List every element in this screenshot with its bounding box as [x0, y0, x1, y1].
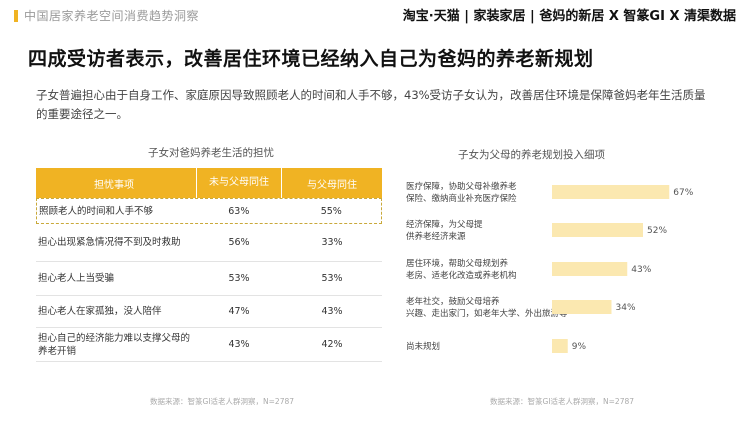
- table-row: 担心出现紧急情况得不到及时救助 56% 33%: [36, 224, 382, 262]
- row-not-living: 43%: [228, 339, 250, 350]
- table-row: 担心老人在家孤独，没人陪伴 47% 43%: [36, 296, 382, 328]
- category-label: 居住环境，帮助父母规划养: [406, 258, 509, 269]
- row-item: 担心自己的经济能力难以支撑父母的养老开销: [38, 332, 191, 357]
- row-item: 担心出现紧急情况得不到及时救助: [38, 237, 181, 248]
- report-title: 中国居家养老空间消费趋势洞察: [24, 9, 200, 23]
- value-label: 67%: [673, 188, 693, 198]
- row-not-living: 47%: [228, 306, 250, 317]
- row-living: 55%: [320, 205, 342, 217]
- table-row: 照顾老人的时间和人手不够 63% 55%: [36, 198, 382, 224]
- category-label: 保险、缴纳商业补充医疗保险: [406, 193, 517, 204]
- row-living: 43%: [321, 306, 343, 317]
- row-not-living: 63%: [228, 205, 250, 217]
- table-header: 担忧事项 未与父母同住 与父母同住: [36, 168, 382, 198]
- page-description: 子女普遍担心由于自身工作、家庭原因导致照顾老人的时间和人手不够，43%受访子女认…: [36, 88, 706, 121]
- row-not-living: 56%: [228, 237, 250, 248]
- row-not-living: 53%: [228, 273, 250, 284]
- left-source-note: 数据来源：智篆GI适老人群洞察，N=2787: [150, 397, 295, 406]
- right-panel-title: 子女为父母的养老规划投入细项: [458, 149, 605, 161]
- bar: [552, 339, 568, 353]
- category-label: 尚未规划: [406, 341, 440, 352]
- accent-bar: [14, 10, 18, 22]
- header-not-living: 未与父母同住: [196, 168, 282, 198]
- bar: [552, 185, 670, 199]
- page-headline: 四成受访者表示，改善居住环境已经纳入自己为爸妈的养老新规划: [28, 48, 594, 70]
- brand-logos: 淘宝·天猫 | 家装家居 | 爸妈的新居 X 智篆GI X 清渠数据: [402, 9, 736, 24]
- bar: [552, 300, 612, 314]
- row-item: 担心老人上当受骗: [38, 273, 115, 284]
- table-row: 担心自己的经济能力难以支撑父母的养老开销 43% 42%: [36, 328, 382, 362]
- value-label: 52%: [647, 226, 667, 236]
- category-label: 老年社交，鼓励父母培养: [406, 296, 500, 307]
- row-living: 42%: [321, 339, 343, 350]
- bar: [552, 223, 643, 237]
- header-living: 与父母同住: [307, 179, 357, 191]
- row-item: 担心老人在家孤独，没人陪伴: [38, 306, 162, 317]
- category-label: 老房、适老化改造或养老机构: [406, 270, 517, 281]
- category-label: 供养老经济来源: [406, 231, 466, 242]
- category-label: 医疗保障，协助父母补缴养老: [406, 181, 517, 192]
- row-living: 33%: [321, 237, 343, 248]
- row-living: 53%: [321, 273, 343, 284]
- header-worry-item: 担忧事项: [94, 179, 134, 191]
- value-label: 9%: [572, 342, 587, 352]
- value-label: 43%: [631, 265, 651, 275]
- left-panel-title: 子女对爸妈养老生活的担忧: [148, 147, 274, 159]
- category-label: 兴趣、走出家门，如老年大学、外出旅游等: [406, 308, 568, 319]
- category-label: 经济保障，为父母提: [406, 219, 483, 230]
- table-row: 担心老人上当受骗 53% 53%: [36, 262, 382, 296]
- top-bar: 中国居家养老空间消费趋势洞察 淘宝·天猫 | 家装家居 | 爸妈的新居 X 智篆…: [0, 0, 750, 34]
- right-source-note: 数据来源：智篆GI适老人群洞察，N=2787: [490, 397, 635, 406]
- worry-table: 担忧事项 未与父母同住 与父母同住 照顾老人的时间和人手不够 63% 55% 担…: [36, 168, 382, 362]
- bar: [552, 262, 628, 276]
- value-label: 34%: [616, 303, 636, 313]
- row-item: 照顾老人的时间和人手不够: [39, 205, 154, 217]
